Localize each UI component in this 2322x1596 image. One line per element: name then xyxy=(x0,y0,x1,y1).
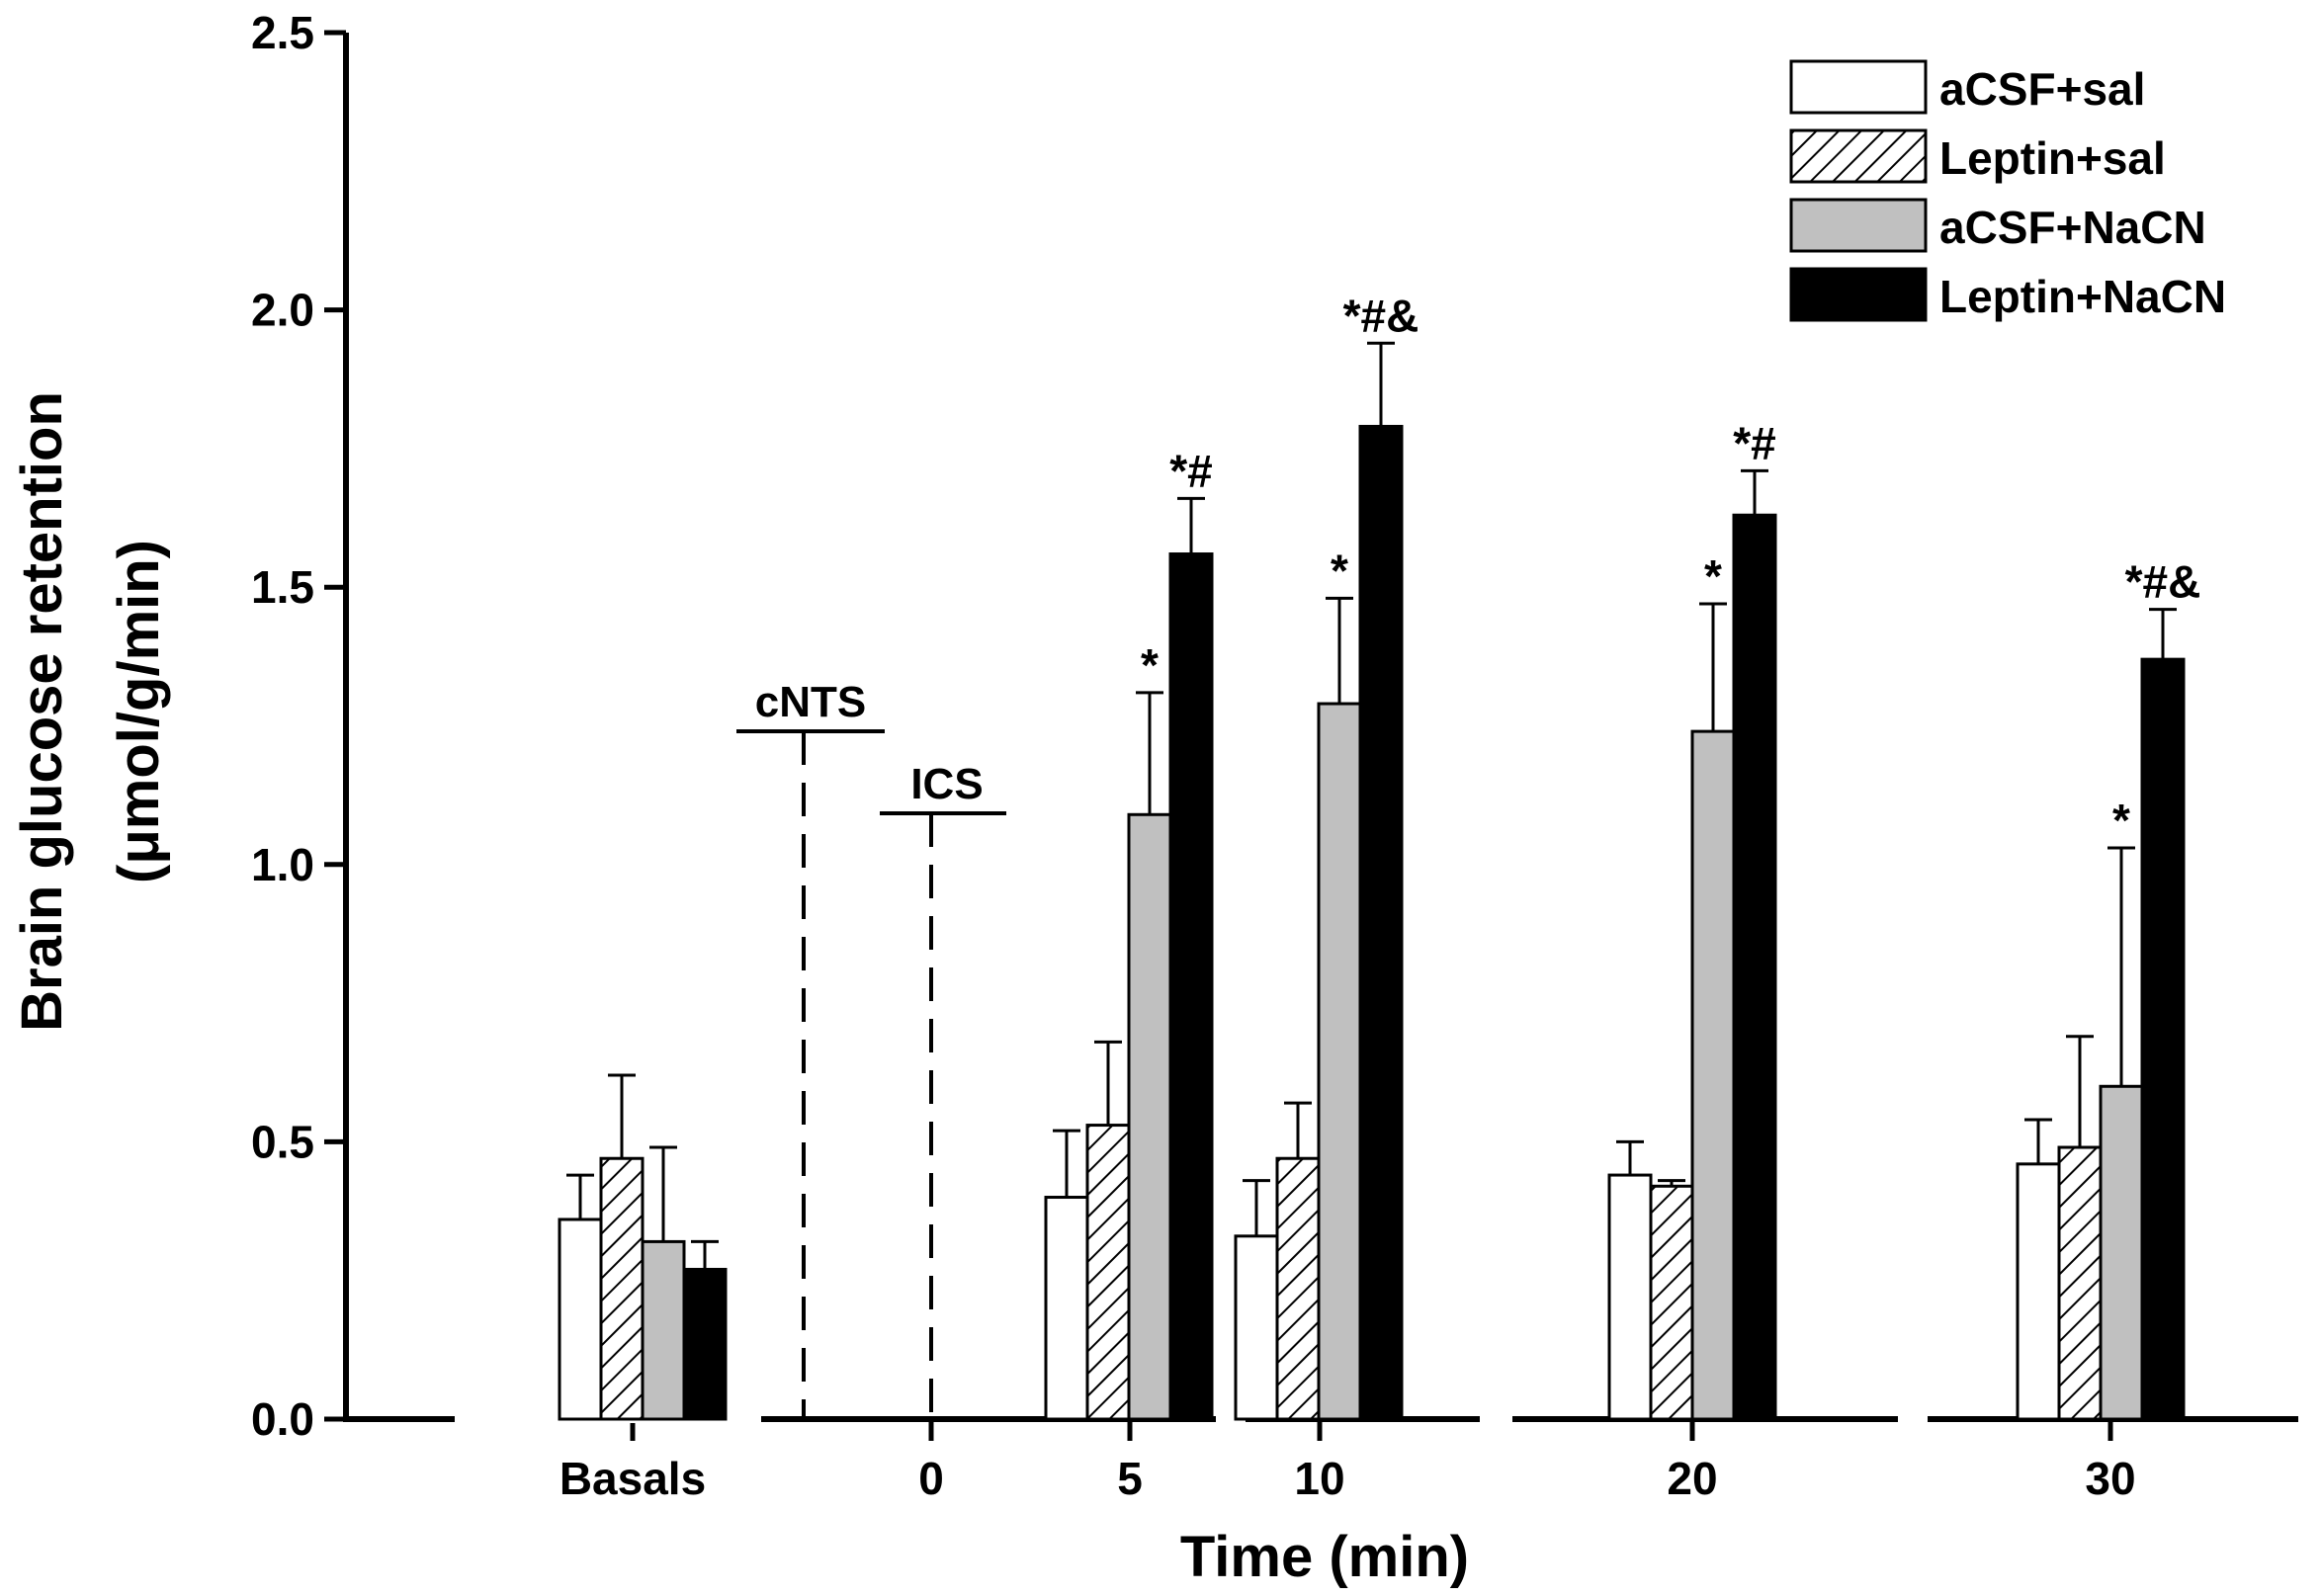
x-tick-label: 30 xyxy=(2085,1453,2135,1504)
axis-break-gap xyxy=(1898,1415,1928,1423)
x-axis-label: Time (min) xyxy=(1180,1525,1469,1589)
significance-marker: * xyxy=(1704,550,1722,602)
axis-break-gap xyxy=(1216,1415,1246,1423)
bar-hatched xyxy=(2057,1145,2103,1421)
y-axis-label-line1: Brain glucose retention xyxy=(10,391,74,1032)
bar-open xyxy=(1234,1234,1279,1421)
y-tick-label: 1.0 xyxy=(251,839,314,890)
y-tick-label: 2.5 xyxy=(251,7,314,58)
legend-label: aCSF+NaCN xyxy=(1939,202,2206,253)
significance-marker: *#& xyxy=(2125,556,2201,608)
bar-gray xyxy=(1317,702,1362,1421)
significance-marker: * xyxy=(2112,795,2130,846)
x-tick-label: 5 xyxy=(1117,1453,1143,1504)
bar-gray xyxy=(1127,812,1172,1421)
bar-black xyxy=(2140,657,2186,1421)
x-tick-label: 10 xyxy=(1294,1453,1344,1504)
bar-gray xyxy=(2099,1084,2144,1421)
bar-black xyxy=(1168,552,1214,1421)
bar-open xyxy=(2016,1162,2061,1421)
bar-hatched xyxy=(1275,1156,1321,1421)
bar-gray xyxy=(1690,729,1736,1421)
significance-marker: *# xyxy=(1169,445,1212,496)
bar-gray xyxy=(641,1239,686,1421)
y-tick-label: 0.0 xyxy=(251,1393,314,1445)
event-label: ICS xyxy=(910,760,983,808)
axis-break-gap xyxy=(1480,1415,1512,1423)
bar-black xyxy=(682,1267,728,1421)
legend-label: Leptin+sal xyxy=(1939,132,2166,184)
bar-black xyxy=(1732,513,1777,1421)
x-tick-label: 0 xyxy=(918,1453,944,1504)
significance-marker: *#& xyxy=(1343,290,1419,341)
bar-hatched xyxy=(599,1156,645,1421)
x-tick-label: 20 xyxy=(1667,1453,1717,1504)
bar-hatched xyxy=(1649,1184,1694,1421)
y-tick-label: 1.5 xyxy=(251,561,314,613)
legend-swatch xyxy=(1789,128,1928,184)
significance-marker: * xyxy=(1331,545,1348,596)
bar-black xyxy=(1358,424,1404,1421)
y-tick-label: 0.5 xyxy=(251,1116,314,1167)
y-tick-label: 2.0 xyxy=(251,285,314,336)
y-axis-label-line2: (μmol/g/min) xyxy=(107,540,171,883)
significance-marker: *# xyxy=(1733,417,1775,468)
bar-open xyxy=(558,1218,603,1421)
bar-open xyxy=(1607,1173,1653,1421)
legend-swatch xyxy=(1789,267,1928,322)
legend-swatch xyxy=(1789,59,1928,115)
bar-open xyxy=(1044,1196,1089,1421)
bar-hatched xyxy=(1085,1124,1131,1421)
legend-label: Leptin+NaCN xyxy=(1939,271,2226,322)
legend-label: aCSF+sal xyxy=(1939,63,2145,115)
significance-marker: * xyxy=(1141,639,1159,691)
x-tick-label: Basals xyxy=(559,1453,706,1504)
legend-swatch xyxy=(1789,198,1928,253)
event-label: cNTS xyxy=(755,678,866,726)
